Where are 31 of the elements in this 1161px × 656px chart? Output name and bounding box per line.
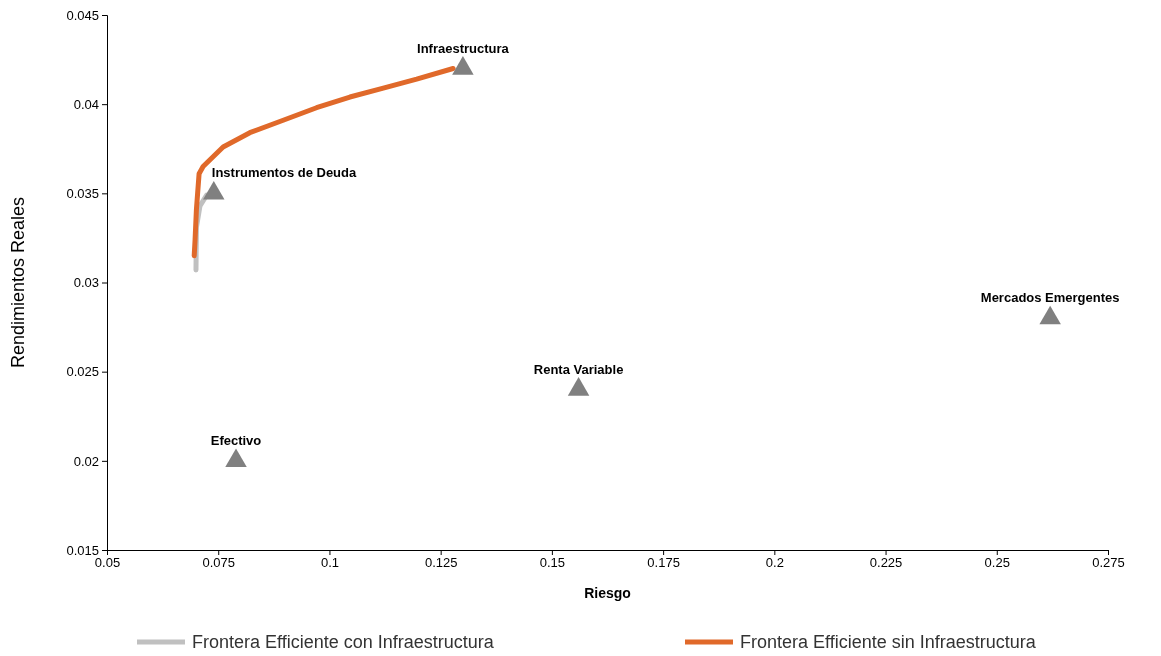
x-axis-title: Riesgo <box>584 585 631 601</box>
x-tick-label: 0.275 <box>1092 555 1125 571</box>
point <box>203 180 225 200</box>
y-tick-label: 0.04 <box>73 96 99 112</box>
y-tick-label: 0.045 <box>66 7 99 23</box>
y-tick-label: 0.015 <box>66 542 99 558</box>
point <box>452 56 474 75</box>
y-tick-label: 0.035 <box>66 185 99 201</box>
x-tick-label: 0.075 <box>202 555 235 571</box>
x-tick-label: 0.25 <box>984 555 1010 571</box>
x-tick-label: 0.1 <box>320 555 339 571</box>
annotation: Infraestructura <box>417 40 510 56</box>
y-axis-title: Rendimientos Reales <box>8 196 28 369</box>
point <box>567 377 590 396</box>
annotation: Renta Variable <box>533 361 624 377</box>
x-tick-label: 0.05 <box>94 555 121 571</box>
y-tick-label: 0.03 <box>73 275 99 291</box>
x-tick-label: 0.125 <box>424 555 458 571</box>
point <box>1039 305 1061 325</box>
annotation: Efectivo <box>210 432 262 448</box>
x-tick-label: 0.2 <box>765 555 784 571</box>
point <box>225 448 247 468</box>
x-tick-label: 0.225 <box>869 555 903 571</box>
legend-label: Frontera Efficiente con Infraestructura <box>192 632 495 652</box>
annotation: Instrumentos de Deuda <box>211 165 358 181</box>
annotation: Mercados Emergentes <box>980 290 1120 306</box>
legend-label: Frontera Efficiente sin Infraestructura <box>740 632 1037 652</box>
x-tick-label: 0.175 <box>647 555 680 571</box>
x-tick-label: 0.15 <box>539 555 566 571</box>
y-tick-label: 0.025 <box>66 364 99 380</box>
y-tick-label: 0.02 <box>73 453 99 469</box>
